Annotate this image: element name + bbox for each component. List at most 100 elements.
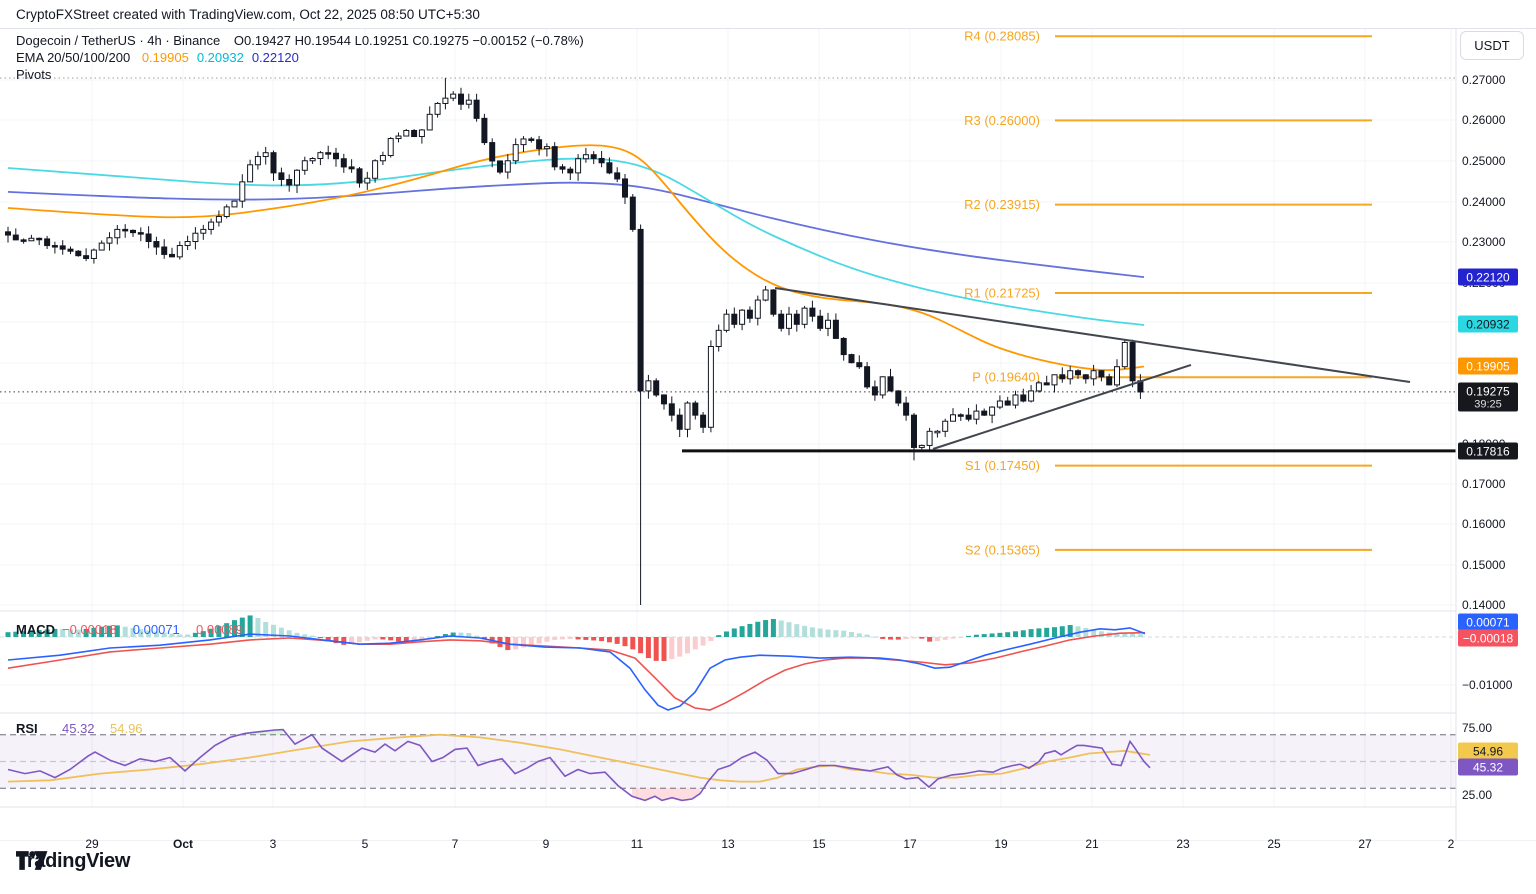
legend-symbol-row[interactable]: Dogecoin / TetherUS · 4h · Binance O0.19… [16,33,584,50]
candle [739,309,746,325]
macd-hist-bar [52,628,58,637]
candle [1059,374,1066,380]
candle [75,250,82,257]
ema20-line [7,144,1145,372]
macd-hist-bar [216,626,222,637]
candle [333,152,339,160]
candle [325,152,332,155]
candle [215,215,222,223]
candle [254,156,261,166]
legend-pivots-row[interactable]: Pivots [16,67,584,84]
grid [0,28,1456,807]
legend-ema-row[interactable]: EMA 20/50/100/200 0.19905 0.20932 0.22120 [16,50,584,67]
candle [442,97,449,104]
candle [83,255,90,259]
macd-hist-bar [934,637,940,642]
pivot-label-P: P (0.19640) [972,370,1040,385]
candle [887,376,894,392]
macd-hist-bar [396,637,401,642]
macd-hist-bar [1028,629,1034,637]
macd-hist-bar [302,634,308,637]
candle [700,414,707,428]
macd-hist-bar [685,637,690,654]
macd-hist-bar [380,637,386,640]
tradingview-logo[interactable]: TradingView [16,850,130,873]
macd-hist-bar [1137,634,1143,637]
chart-canvas[interactable]: R4 (0.28085) R3 (0.26000) R2 (0.23915) R1 (… [0,28,1536,841]
macd-hist-bar [536,637,542,644]
candle [707,346,714,428]
chart-area[interactable]: R4 (0.28085) R3 (0.26000) R2 (0.23915) R1 (… [0,28,1536,851]
price-tick-label: 0.23000 [1462,235,1506,249]
macd-hist-bar [958,637,964,638]
axis-badge: 0.20932 [1458,315,1518,333]
trendline-2[interactable] [932,364,1192,450]
macd-hist-bar [817,628,823,637]
macd-hist-bar [1098,631,1104,637]
time-tick-label: 27 [1358,837,1372,851]
macd-hist-bar [21,631,27,637]
macd-hist-bar [528,637,534,646]
candle [387,138,394,157]
macd-hist-bar [989,633,995,637]
macd-hist-bar [630,637,636,650]
macd-hist-bar [44,629,50,637]
ema-value: 0.19905 [141,50,189,65]
candle [957,414,964,417]
currency-toggle-button[interactable]: USDT [1460,31,1524,60]
macd-hist-bar [895,637,901,640]
rsi-legend-value: 54.96 [110,721,143,736]
macd-hist-bar [856,633,862,637]
candle [528,138,535,141]
candle [395,135,402,140]
macd-hist-bar [521,637,526,648]
macd-hist-bar [161,632,167,637]
time-tick-label: 23 [1176,837,1190,851]
macd-line [7,627,1146,711]
candle [1121,341,1128,368]
macd-hist-bar [146,630,152,637]
candle [1028,390,1035,402]
candle [911,414,917,448]
time-tick-label: 7 [451,837,459,851]
macd-hist-bar [450,632,456,637]
macd-hist-bar [200,631,206,637]
macd-hist-bar [36,630,42,637]
candle [372,160,379,179]
macd-hist-bar [91,627,97,637]
macd-hist-bar [942,637,948,640]
candle [122,228,129,232]
candle [645,380,652,392]
candle [481,117,488,144]
rsi-legend: RSI 45.32 54.96 [16,721,143,736]
price-tick-label: 0.15000 [1462,558,1506,572]
time-tick-label: 25 [1267,837,1281,851]
candle [411,129,418,138]
time-tick-label: 11 [630,837,644,851]
macd-hist-bar [724,631,729,637]
macd-hist-bar [809,627,815,637]
candle [879,376,886,396]
candle [817,315,824,329]
macd-hist-bar [372,637,378,640]
macd-hist-bar [614,637,620,644]
rsi-tick-label: 75.00 [1462,721,1493,735]
candle [1051,374,1058,386]
trendline-1[interactable] [774,287,1411,384]
macd-hist-bar [653,637,659,661]
macd-hist-bar [888,637,893,640]
price-tick-label: 0.24000 [1462,195,1506,209]
time-tick-label: 21 [1085,837,1099,851]
countdown-timer: 39:25 [1474,398,1502,410]
macd-hist-bar [153,631,159,637]
candle [903,402,910,416]
macd-hist-bar [442,634,448,637]
macd-hist-bar [1130,633,1136,637]
macd-hist-bar [880,637,886,639]
macd-hist-bar [1122,633,1128,637]
macd-hist-bar [278,627,284,637]
macd-hist-bar [716,635,722,637]
candle [996,400,1003,408]
time-tick-label: 29 [85,837,99,851]
